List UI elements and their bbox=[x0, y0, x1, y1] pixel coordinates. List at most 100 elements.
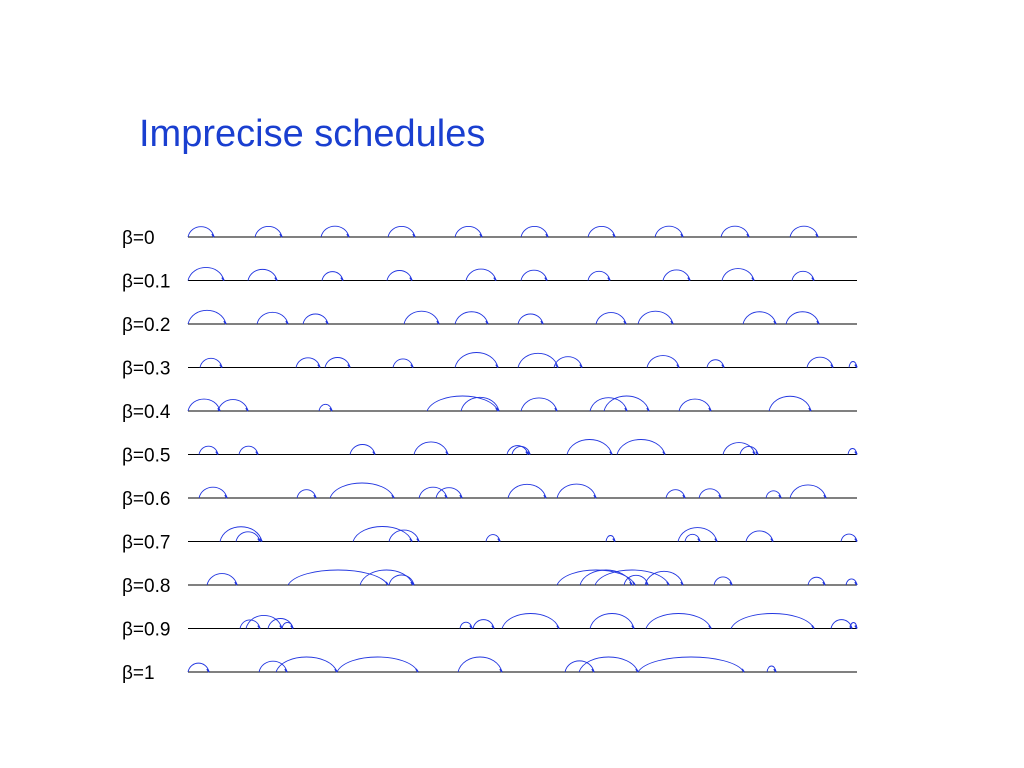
arc-end-marker bbox=[815, 233, 819, 238]
arc-end-marker bbox=[773, 668, 777, 673]
arc-end-marker bbox=[741, 668, 745, 673]
arc-end-marker bbox=[479, 233, 483, 238]
arc-end-marker bbox=[751, 277, 755, 281]
arc-end-marker bbox=[410, 581, 414, 586]
arc-end-marker bbox=[823, 494, 827, 499]
schedule-arc bbox=[566, 439, 613, 455]
row-label: β=0.4 bbox=[122, 402, 171, 423]
arc-end-marker bbox=[346, 233, 350, 238]
arc-end-marker bbox=[666, 581, 670, 586]
schedule-arc bbox=[677, 527, 718, 542]
arc-end-marker bbox=[662, 451, 666, 455]
schedule-arc bbox=[722, 442, 756, 455]
schedule-arc bbox=[352, 526, 413, 542]
arc-end-marker bbox=[816, 320, 820, 325]
schedule-arc bbox=[247, 268, 278, 281]
schedule-arc bbox=[579, 569, 633, 586]
row-label: β=0.2 bbox=[122, 315, 170, 336]
schedule-row: β=0.2 bbox=[122, 310, 857, 336]
arc-end-marker bbox=[718, 494, 722, 499]
schedule-arc bbox=[646, 355, 680, 368]
schedule-arc bbox=[806, 356, 834, 368]
arc-end-marker bbox=[555, 364, 559, 368]
arc-end-marker bbox=[629, 581, 633, 586]
slide-title: Imprecise schedules bbox=[139, 113, 486, 155]
arc-end-marker bbox=[313, 494, 317, 499]
schedule-arc bbox=[745, 530, 774, 542]
row-label: β=1 bbox=[122, 663, 155, 684]
schedule-arc bbox=[295, 357, 321, 368]
schedule-arc bbox=[706, 359, 725, 368]
arc-end-marker bbox=[285, 320, 289, 325]
schedule-arc bbox=[217, 399, 249, 412]
arc-end-marker bbox=[412, 233, 416, 238]
schedule-arc bbox=[403, 310, 440, 325]
arc-end-marker bbox=[811, 277, 815, 281]
arc-end-marker bbox=[491, 625, 495, 629]
arc-end-marker bbox=[770, 538, 774, 542]
arc-end-marker bbox=[545, 233, 549, 238]
arc-end-marker bbox=[708, 625, 712, 629]
arc-end-marker bbox=[822, 581, 826, 586]
schedule-arc bbox=[459, 621, 473, 629]
schedule-arc bbox=[520, 225, 549, 238]
arc-end-marker bbox=[495, 364, 499, 368]
arc-end-marker bbox=[676, 364, 680, 368]
schedule-arc bbox=[485, 534, 501, 542]
schedule-arc bbox=[616, 439, 666, 455]
schedule-arc bbox=[387, 225, 416, 238]
arc-end-marker bbox=[632, 581, 636, 586]
arc-end-marker bbox=[697, 538, 701, 542]
schedule-arc bbox=[296, 489, 317, 499]
schedule-arc bbox=[321, 271, 344, 281]
schedule-arc bbox=[739, 446, 759, 455]
schedule-arc bbox=[507, 484, 547, 499]
schedule-arc bbox=[578, 656, 639, 673]
arc-end-marker bbox=[645, 581, 649, 586]
schedule-arc bbox=[219, 526, 263, 542]
schedule-arc bbox=[386, 270, 413, 281]
schedule-arc bbox=[245, 614, 283, 629]
schedule-row: β=0.1 bbox=[122, 266, 857, 293]
schedule-arc bbox=[644, 571, 684, 586]
schedule-arc bbox=[349, 444, 376, 455]
arc-end-marker bbox=[543, 494, 547, 499]
schedule-arc bbox=[235, 531, 261, 542]
schedule-arc bbox=[742, 311, 777, 325]
arc-end-marker bbox=[680, 581, 684, 586]
arc-end-marker bbox=[854, 538, 858, 542]
arc-end-marker bbox=[755, 451, 759, 455]
arc-end-marker bbox=[607, 277, 611, 281]
schedule-arc bbox=[472, 619, 495, 629]
arc-end-marker bbox=[329, 407, 333, 412]
arc-end-marker bbox=[556, 625, 560, 629]
arc-end-marker bbox=[347, 364, 351, 368]
schedule-arc bbox=[324, 357, 351, 368]
arc-end-marker bbox=[224, 494, 228, 499]
schedule-arc bbox=[187, 398, 221, 412]
arc-end-marker bbox=[215, 451, 219, 455]
schedule-arc bbox=[678, 398, 712, 412]
arc-end-marker bbox=[854, 364, 858, 368]
arc-end-marker bbox=[752, 451, 756, 455]
arc-end-marker bbox=[854, 581, 858, 586]
arc-end-marker bbox=[416, 538, 420, 542]
schedule-arc bbox=[654, 225, 684, 238]
arc-end-marker bbox=[746, 233, 750, 238]
schedule-arc bbox=[637, 310, 674, 325]
schedule-arc bbox=[275, 656, 338, 673]
arc-end-marker bbox=[409, 277, 413, 281]
arc-end-marker bbox=[469, 625, 473, 629]
arc-end-marker bbox=[411, 581, 415, 586]
schedule-row: β=0.6 bbox=[122, 482, 857, 510]
schedule-arc bbox=[254, 225, 283, 238]
schedule-arc bbox=[501, 613, 560, 629]
arc-end-marker bbox=[682, 494, 686, 499]
arc-end-marker bbox=[221, 277, 225, 281]
arc-end-marker bbox=[808, 407, 812, 412]
row-label: β=0.1 bbox=[122, 272, 170, 293]
arc-end-marker bbox=[284, 668, 288, 673]
schedule-arc bbox=[359, 569, 414, 586]
schedule-row: β=0.9 bbox=[122, 613, 858, 641]
arc-end-marker bbox=[317, 364, 321, 368]
